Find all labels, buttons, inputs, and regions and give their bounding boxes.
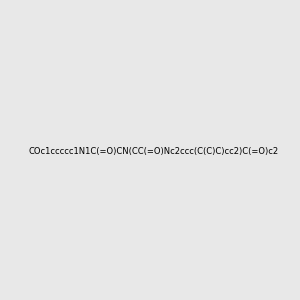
- Text: COc1ccccc1N1C(=O)CN(CC(=O)Nc2ccc(C(C)C)cc2)C(=O)c2: COc1ccccc1N1C(=O)CN(CC(=O)Nc2ccc(C(C)C)c…: [29, 147, 279, 156]
